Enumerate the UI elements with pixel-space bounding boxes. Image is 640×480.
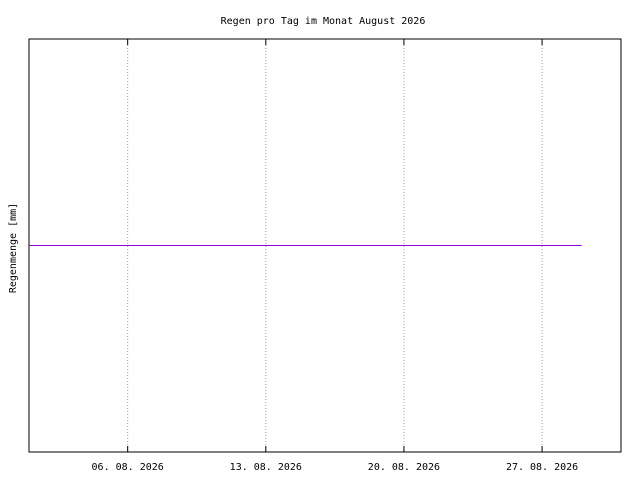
- chart-title: Regen pro Tag im Monat August 2026: [221, 16, 426, 27]
- y-axis-label: Regenmenge [mm]: [8, 203, 19, 293]
- x-tick-label: 27. 08. 2026: [506, 462, 578, 473]
- x-tick-label: 20. 08. 2026: [368, 462, 440, 473]
- x-tick-label: 06. 08. 2026: [92, 462, 164, 473]
- x-tick-label: 13. 08. 2026: [230, 462, 302, 473]
